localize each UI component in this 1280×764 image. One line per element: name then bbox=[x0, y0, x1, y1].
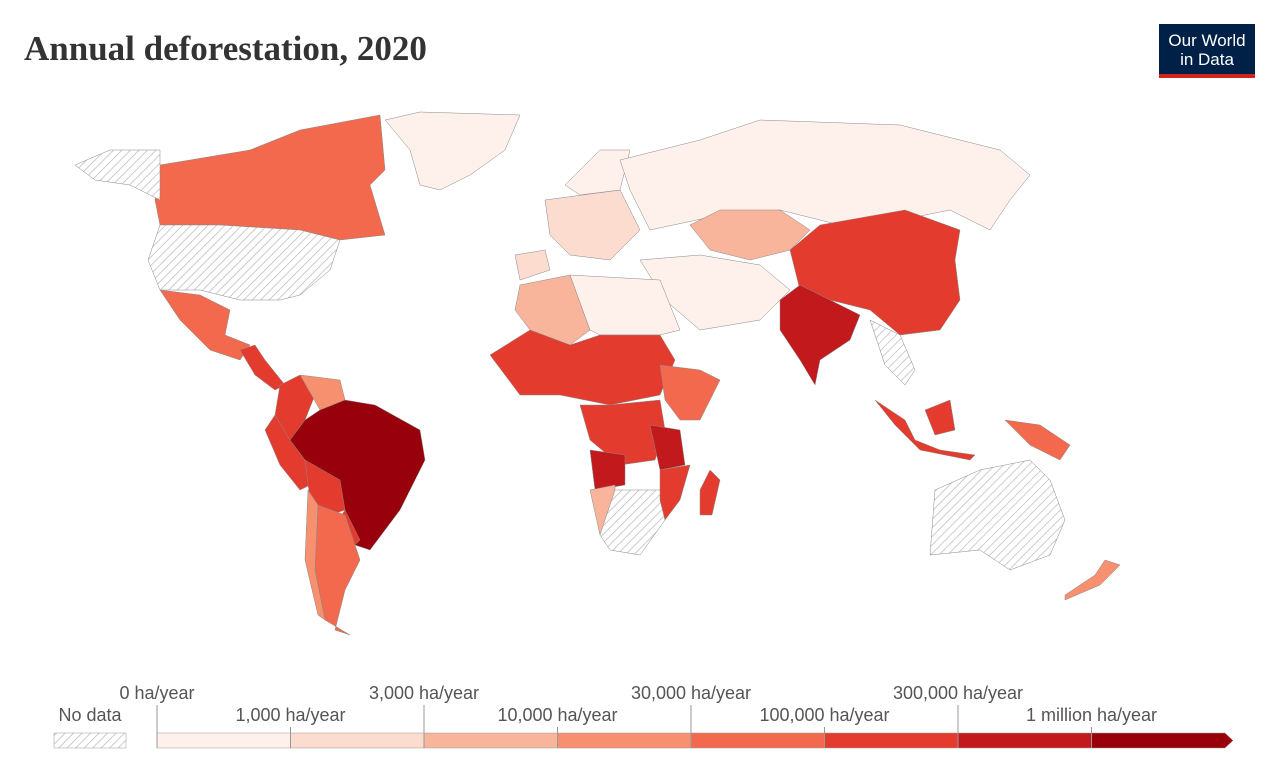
legend-tick-label: 0 ha/year bbox=[119, 683, 194, 703]
tanzania bbox=[649, 424, 686, 471]
legend-tick-label: 1,000 ha/year bbox=[235, 705, 345, 725]
central-america bbox=[239, 344, 286, 391]
borneo bbox=[924, 399, 956, 436]
horn-of-africa bbox=[659, 364, 721, 421]
logo: Our World in Data bbox=[1159, 24, 1255, 78]
europe bbox=[544, 189, 641, 261]
legend-tick-label: 3,000 ha/year bbox=[369, 683, 479, 703]
legend: No data 0 ha/year 1,000 ha/year 3,000 ha/y… bbox=[53, 683, 1234, 749]
new-guinea bbox=[1004, 419, 1071, 461]
legend-tick-label: 100,000 ha/year bbox=[759, 705, 889, 725]
kazakhstan bbox=[689, 209, 811, 261]
legend-tick-label: 300,000 ha/year bbox=[893, 683, 1023, 703]
no-data-swatch bbox=[53, 732, 127, 749]
angola bbox=[589, 449, 626, 491]
sahel bbox=[489, 329, 676, 406]
russia bbox=[619, 119, 1031, 231]
new-zealand bbox=[1064, 559, 1121, 601]
legend-bin bbox=[156, 732, 291, 749]
legend-tick-label: 10,000 ha/year bbox=[497, 705, 617, 725]
legend-bin bbox=[1091, 732, 1234, 749]
chile bbox=[304, 489, 326, 621]
sumatra-java bbox=[874, 399, 976, 461]
se-asia bbox=[869, 319, 916, 386]
india bbox=[779, 284, 861, 386]
scandinavia bbox=[564, 149, 631, 196]
australia bbox=[929, 459, 1066, 571]
legend-bin bbox=[957, 732, 1092, 749]
logo-text: Our World bbox=[1168, 31, 1245, 50]
canada bbox=[154, 114, 386, 241]
iberia bbox=[514, 249, 551, 281]
legend-bin bbox=[690, 732, 825, 749]
legend-tick-label: 1 million ha/year bbox=[1026, 705, 1157, 725]
logo-text: in Data bbox=[1180, 50, 1234, 69]
legend-bin bbox=[824, 732, 959, 749]
legend-bin bbox=[423, 732, 558, 749]
middle-east bbox=[639, 254, 791, 331]
madagascar bbox=[699, 469, 721, 516]
map bbox=[74, 111, 1121, 636]
legend-bin bbox=[557, 732, 692, 749]
alaska bbox=[74, 149, 161, 201]
mexico bbox=[159, 289, 251, 361]
mozambique bbox=[659, 464, 691, 521]
legend-tick-label: 30,000 ha/year bbox=[631, 683, 751, 703]
greenland bbox=[384, 111, 521, 191]
usa bbox=[147, 224, 341, 301]
legend-bin bbox=[290, 732, 425, 749]
title: Annual deforestation, 2020 bbox=[24, 29, 427, 68]
no-data-label: No data bbox=[58, 705, 122, 725]
